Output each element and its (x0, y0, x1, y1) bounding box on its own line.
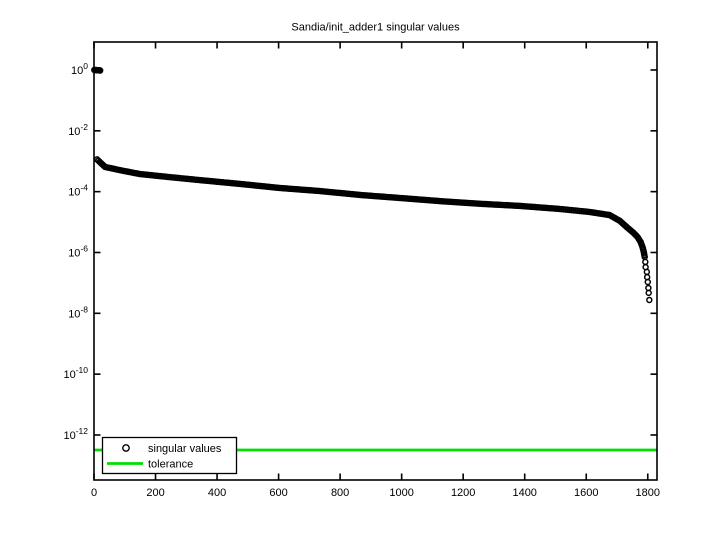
x-tick-label: 0 (91, 487, 97, 499)
y-tick-label: 100 (71, 61, 88, 77)
x-tick-label: 400 (208, 487, 226, 499)
data-point (646, 296, 653, 304)
data-point (644, 278, 652, 286)
data-point (645, 289, 652, 297)
y-tick-labels: 100 10-2 10-4 10-6 10-8 10-10 10-12 (63, 61, 88, 442)
y-tick-label: 10-8 (68, 304, 88, 320)
y-tick-label: 10-4 (68, 183, 88, 199)
singular-values-series (91, 66, 653, 304)
data-point (100, 162, 107, 169)
y-tick-label: 10-2 (68, 122, 88, 138)
axes-box (93, 41, 658, 481)
axis-ticks (93, 42, 657, 480)
x-tick-label: 1400 (512, 487, 536, 499)
x-tick-label: 200 (146, 487, 164, 499)
legend: singular values tolerance (101, 436, 238, 475)
x-tick-label: 600 (269, 487, 287, 499)
x-tick-label: 1800 (636, 487, 660, 499)
data-point (96, 67, 104, 74)
chart-title: Sandia/init_adder1 singular values (291, 22, 460, 34)
x-tick-labels: 0 200 400 600 800 1000 1200 1400 1600 1800 (91, 487, 660, 499)
x-tick-label: 1000 (389, 487, 413, 499)
x-tick-label: 800 (331, 487, 349, 499)
legend-label-singular-values: singular values (148, 443, 222, 455)
plot-area (94, 42, 657, 480)
x-tick-label: 1200 (451, 487, 475, 499)
legend-circle-marker-icon (122, 444, 130, 452)
x-tick-label: 1600 (574, 487, 598, 499)
y-tick-label: 10-6 (68, 243, 88, 259)
legend-label-tolerance: tolerance (148, 459, 193, 471)
y-tick-label: 10-10 (63, 365, 88, 381)
y-tick-label: 10-12 (63, 426, 88, 442)
legend-box (101, 436, 238, 475)
